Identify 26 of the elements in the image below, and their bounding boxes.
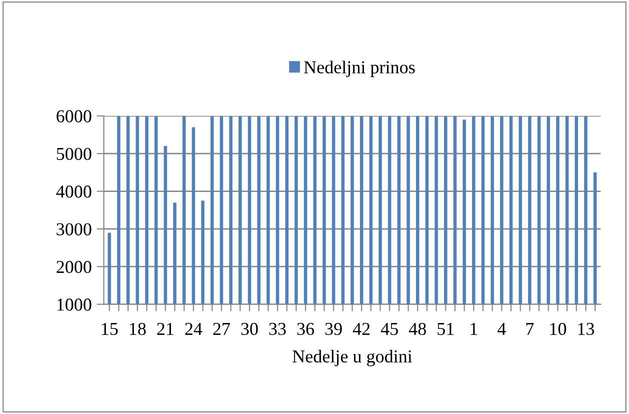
y-tick-label: 2000 [56, 260, 92, 274]
x-tick-label: 1 [470, 322, 478, 335]
x-tick-label: 36 [297, 322, 314, 336]
x-tick-label: 13 [578, 322, 594, 336]
x-tick-label: 30 [241, 322, 258, 336]
x-tick-label: 42 [352, 322, 370, 335]
x-tick-label: 15 [102, 322, 118, 336]
x-tick-label: 21 [157, 322, 174, 335]
x-tick-label: 27 [213, 322, 230, 335]
x-tick-label: 18 [130, 322, 146, 336]
x-tick-label: 33 [269, 322, 286, 336]
y-tick-label: 3000 [56, 223, 92, 236]
x-tick-label: 4 [498, 322, 506, 335]
x-tick-label: 24 [185, 322, 202, 335]
x-tick-label: 10 [550, 322, 566, 336]
y-tick-label: 5000 [56, 148, 92, 160]
x-tick-label: 51 [438, 322, 454, 336]
legend-label: Nedeljni prinos [304, 60, 415, 78]
y-tick-label: 1000 [57, 298, 92, 311]
y-tick-label: 6000 [56, 110, 92, 122]
y-tick-label: 4000 [56, 186, 92, 198]
x-tick-label: 7 [526, 323, 534, 335]
x-tick-label: 39 [325, 322, 342, 336]
x-tick-label: 45 [380, 322, 398, 336]
x-tick-label: 48 [408, 322, 426, 336]
x-axis-title: Nedelje u godini [292, 350, 412, 366]
